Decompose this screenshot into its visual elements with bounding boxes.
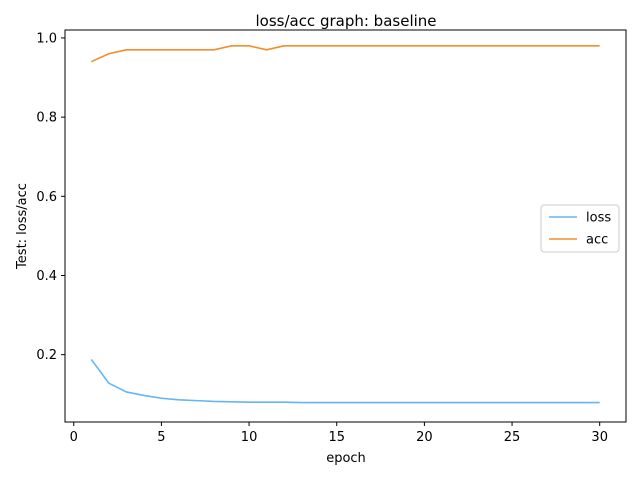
x-tick-label: 25: [504, 430, 521, 445]
y-tick-label: 0.4: [36, 269, 57, 284]
x-tick-label: 20: [416, 430, 433, 445]
x-tick-label: 0: [70, 430, 78, 445]
chart-title: loss/acc graph: baseline: [255, 12, 436, 30]
x-tick-label: 5: [157, 430, 165, 445]
series-line-loss: [90, 358, 600, 404]
axes-frame: [64, 29, 627, 423]
legend-label-acc: acc: [586, 233, 608, 248]
y-tick-label: 0.2: [36, 348, 57, 363]
legend-label-loss: loss: [586, 211, 611, 226]
y-tick-label: 1.0: [36, 31, 57, 46]
x-axis-label: epoch: [326, 451, 366, 466]
legend: loss acc: [540, 204, 620, 253]
x-tick-label: 15: [328, 430, 345, 445]
y-axis-label: Test: loss/acc: [15, 183, 30, 270]
series-line-acc: [90, 45, 600, 63]
plot-area: [90, 45, 600, 404]
x-tick-label: 10: [241, 430, 258, 445]
x-axis: 0 5 10 15 20 25 30: [70, 422, 608, 445]
y-tick-label: 0.6: [36, 190, 57, 205]
x-tick-label: 30: [591, 430, 608, 445]
y-axis: 0.2 0.4 0.6 0.8 1.0: [36, 31, 65, 363]
y-tick-label: 0.8: [36, 111, 57, 126]
